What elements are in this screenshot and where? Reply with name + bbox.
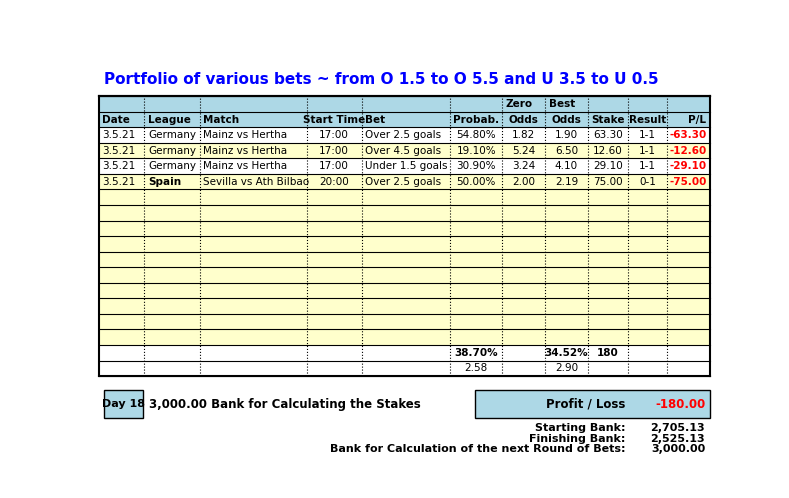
Bar — [99, 221, 710, 236]
Bar — [99, 236, 710, 251]
Text: 50.00%: 50.00% — [457, 177, 496, 187]
Bar — [99, 361, 710, 376]
Text: 75.00: 75.00 — [593, 177, 623, 187]
Text: 6.50: 6.50 — [555, 145, 578, 155]
Text: Probab.: Probab. — [453, 115, 499, 124]
Text: 3,000.00: 3,000.00 — [651, 444, 705, 454]
Bar — [99, 314, 710, 330]
Text: 34.52%: 34.52% — [544, 348, 589, 358]
Text: -12.60: -12.60 — [669, 145, 706, 155]
Text: Over 4.5 goals: Over 4.5 goals — [365, 145, 441, 155]
Text: 180: 180 — [596, 348, 619, 358]
Text: Germany: Germany — [148, 130, 196, 140]
Text: Germany: Germany — [148, 145, 196, 155]
Text: 1-1: 1-1 — [639, 145, 656, 155]
Bar — [99, 267, 710, 283]
Bar — [99, 330, 710, 345]
Text: 2.58: 2.58 — [465, 364, 488, 374]
Text: Start Time: Start Time — [303, 115, 365, 124]
Text: Best: Best — [548, 99, 575, 109]
Text: Match: Match — [204, 115, 239, 124]
Text: 17:00: 17:00 — [319, 161, 349, 171]
Text: 3.5.21: 3.5.21 — [103, 145, 136, 155]
Text: Result: Result — [629, 115, 666, 124]
Bar — [103, 390, 144, 418]
Bar — [99, 205, 710, 221]
Text: Sevilla vs Ath Bilbao: Sevilla vs Ath Bilbao — [204, 177, 309, 187]
Text: 2.19: 2.19 — [555, 177, 578, 187]
Text: 3.24: 3.24 — [512, 161, 535, 171]
Text: 3.5.21: 3.5.21 — [103, 161, 136, 171]
Text: Zero: Zero — [506, 99, 533, 109]
Text: P/L: P/L — [689, 115, 706, 124]
Text: 19.10%: 19.10% — [456, 145, 496, 155]
Bar — [99, 283, 710, 298]
Text: 3.5.21: 3.5.21 — [103, 130, 136, 140]
Text: 1-1: 1-1 — [639, 161, 656, 171]
Bar — [99, 158, 710, 174]
Text: 4.10: 4.10 — [555, 161, 578, 171]
Text: Bet: Bet — [365, 115, 385, 124]
Text: Bank for Calculation of the next Round of Bets:: Bank for Calculation of the next Round o… — [331, 444, 626, 454]
Text: 12.60: 12.60 — [593, 145, 623, 155]
Text: 1-1: 1-1 — [639, 130, 656, 140]
Text: -29.10: -29.10 — [669, 161, 706, 171]
Text: 30.90%: 30.90% — [457, 161, 496, 171]
Text: 3.5.21: 3.5.21 — [103, 177, 136, 187]
Text: 1.90: 1.90 — [555, 130, 578, 140]
Bar — [99, 143, 710, 158]
Bar — [99, 96, 710, 112]
Text: 17:00: 17:00 — [319, 130, 349, 140]
Bar — [99, 112, 710, 127]
Text: 3,000.00 Bank for Calculating the Stakes: 3,000.00 Bank for Calculating the Stakes — [149, 398, 421, 411]
Text: 2,705.13: 2,705.13 — [651, 423, 705, 433]
Text: Over 2.5 goals: Over 2.5 goals — [365, 130, 441, 140]
Text: 2,525.13: 2,525.13 — [651, 434, 705, 444]
Text: 17:00: 17:00 — [319, 145, 349, 155]
Text: 38.70%: 38.70% — [454, 348, 498, 358]
Text: Stake: Stake — [591, 115, 624, 124]
Text: 5.24: 5.24 — [512, 145, 535, 155]
Text: Finishing Bank:: Finishing Bank: — [529, 434, 626, 444]
Text: 2.00: 2.00 — [512, 177, 535, 187]
Text: Portfolio of various bets ~ from O 1.5 to O 5.5 and U 3.5 to U 0.5: Portfolio of various bets ~ from O 1.5 t… — [103, 72, 658, 87]
Bar — [99, 127, 710, 143]
Bar — [99, 298, 710, 314]
Bar — [99, 251, 710, 267]
Text: Starting Bank:: Starting Bank: — [535, 423, 626, 433]
Text: Day 18: Day 18 — [102, 399, 144, 409]
Bar — [99, 174, 710, 190]
Text: 20:00: 20:00 — [320, 177, 349, 187]
Text: Mainz vs Hertha: Mainz vs Hertha — [204, 145, 287, 155]
Text: Spain: Spain — [148, 177, 181, 187]
Text: Date: Date — [103, 115, 130, 124]
Text: Mainz vs Hertha: Mainz vs Hertha — [204, 130, 287, 140]
Text: League: League — [148, 115, 191, 124]
Text: Profit / Loss: Profit / Loss — [546, 398, 626, 411]
Text: 2.90: 2.90 — [555, 364, 578, 374]
Text: 0-1: 0-1 — [639, 177, 656, 187]
Text: Odds: Odds — [552, 115, 581, 124]
Bar — [99, 345, 710, 361]
Text: Odds: Odds — [509, 115, 539, 124]
Text: -180.00: -180.00 — [655, 398, 705, 411]
Text: Under 1.5 goals: Under 1.5 goals — [365, 161, 447, 171]
Text: 29.10: 29.10 — [593, 161, 623, 171]
Bar — [99, 190, 710, 205]
Text: -75.00: -75.00 — [669, 177, 706, 187]
Text: 63.30: 63.30 — [593, 130, 623, 140]
Text: Mainz vs Hertha: Mainz vs Hertha — [204, 161, 287, 171]
Text: 1.82: 1.82 — [512, 130, 535, 140]
Text: Germany: Germany — [148, 161, 196, 171]
Text: Over 2.5 goals: Over 2.5 goals — [365, 177, 441, 187]
Text: 54.80%: 54.80% — [456, 130, 496, 140]
Text: -63.30: -63.30 — [669, 130, 706, 140]
Bar — [475, 390, 710, 418]
